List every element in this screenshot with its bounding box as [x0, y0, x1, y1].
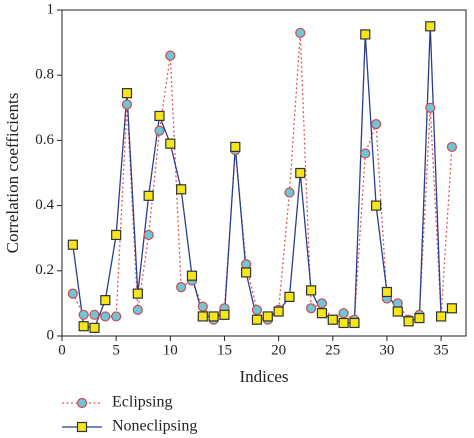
x-tick-label: 30 [379, 342, 394, 358]
point [121, 99, 133, 110]
point [78, 321, 89, 332]
y-tick-label: 0 [47, 327, 55, 343]
x-axis-label: Indices [239, 367, 288, 386]
point [425, 102, 436, 113]
point [186, 270, 198, 281]
point [392, 306, 403, 317]
point [360, 29, 371, 40]
point [111, 311, 122, 322]
point [435, 311, 447, 322]
point [360, 148, 371, 159]
point [306, 303, 317, 314]
point [176, 282, 187, 293]
point [273, 306, 284, 317]
point [284, 187, 295, 198]
point [230, 141, 241, 153]
y-tick-label: 0.8 [35, 67, 54, 83]
point [381, 286, 393, 298]
point [251, 304, 263, 316]
point [197, 311, 208, 322]
x-tick-label: 10 [163, 342, 178, 358]
legend-label: Eclipsing [112, 394, 172, 411]
point [251, 314, 263, 325]
point [295, 27, 306, 38]
point [143, 190, 154, 201]
point [414, 312, 425, 324]
point [338, 308, 349, 319]
point [327, 314, 338, 325]
point [111, 229, 122, 241]
point [197, 301, 208, 312]
plot-frame [61, 9, 467, 337]
point [100, 295, 111, 306]
point [78, 309, 89, 320]
point [262, 311, 273, 322]
point [132, 304, 143, 316]
point [132, 288, 143, 299]
point [219, 309, 230, 320]
point [89, 309, 100, 320]
y-tick-label: 0.6 [35, 132, 54, 148]
legend-label: Noneclipsing [112, 418, 197, 435]
point [154, 125, 165, 136]
legend-marker [76, 421, 88, 433]
point [349, 317, 360, 329]
point [89, 322, 100, 333]
point [316, 298, 328, 309]
point [338, 317, 349, 329]
y-tick-label: 0.2 [35, 262, 54, 278]
point [446, 141, 458, 153]
point [316, 308, 328, 319]
point [165, 50, 176, 61]
point [371, 118, 382, 130]
point [67, 239, 78, 250]
y-axis-label: Correlation coefficients [3, 93, 22, 254]
x-tick-label: 15 [217, 342, 232, 358]
point [121, 88, 133, 99]
x-tick-label: 20 [271, 342, 286, 358]
x-tick-label: 25 [325, 342, 340, 358]
point [295, 167, 306, 179]
point [67, 288, 78, 299]
point [100, 311, 111, 322]
legend-marker [76, 397, 88, 409]
point [154, 110, 165, 122]
y-tick-label: 1 [47, 1, 55, 17]
point [208, 311, 219, 322]
point [284, 291, 295, 302]
point [241, 267, 252, 278]
x-tick-label: 35 [434, 342, 449, 358]
point [176, 184, 187, 195]
point [165, 138, 176, 149]
y-tick-label: 0.4 [35, 197, 54, 213]
series-line [72, 26, 453, 329]
point [446, 303, 458, 314]
point [306, 285, 317, 296]
point [425, 21, 436, 32]
series-line [72, 32, 453, 321]
point [143, 229, 154, 241]
x-tick-label: 0 [58, 342, 66, 358]
point [371, 200, 382, 211]
x-tick-label: 5 [112, 342, 120, 358]
point [403, 316, 414, 327]
